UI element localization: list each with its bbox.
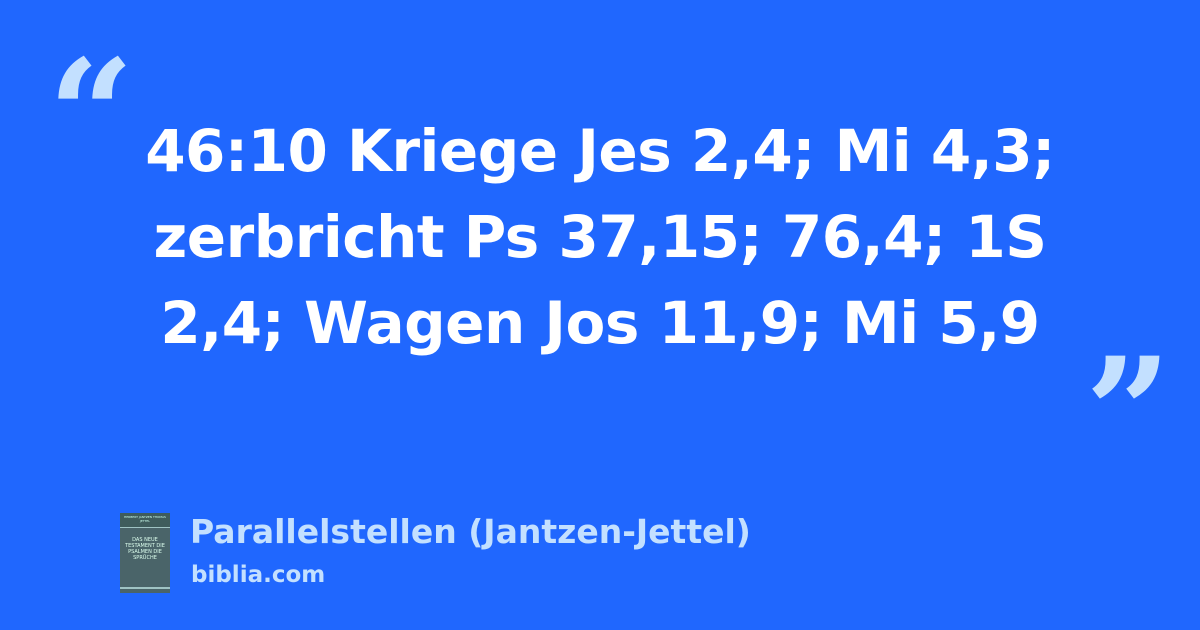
book-cover-image: HERBERT JANTZEN THOMAS JETTEL DAS NEUE T… bbox=[120, 513, 170, 593]
close-quote-mark: ” bbox=[1085, 325, 1172, 501]
quote-text: 46:10 Kriege Jes 2,4; Mi 4,3; zerbricht … bbox=[145, 117, 1055, 357]
cover-title: DAS NEUE TESTAMENT DIE PSALMEN DIE SPRÜC… bbox=[125, 537, 165, 561]
site-link[interactable]: biblia.com bbox=[191, 562, 326, 588]
cover-authors: HERBERT JANTZEN THOMAS JETTEL bbox=[124, 515, 166, 523]
resource-title: Parallelstellen (Jantzen-Jettel) bbox=[190, 512, 751, 551]
open-quote-mark: “ bbox=[48, 27, 135, 203]
